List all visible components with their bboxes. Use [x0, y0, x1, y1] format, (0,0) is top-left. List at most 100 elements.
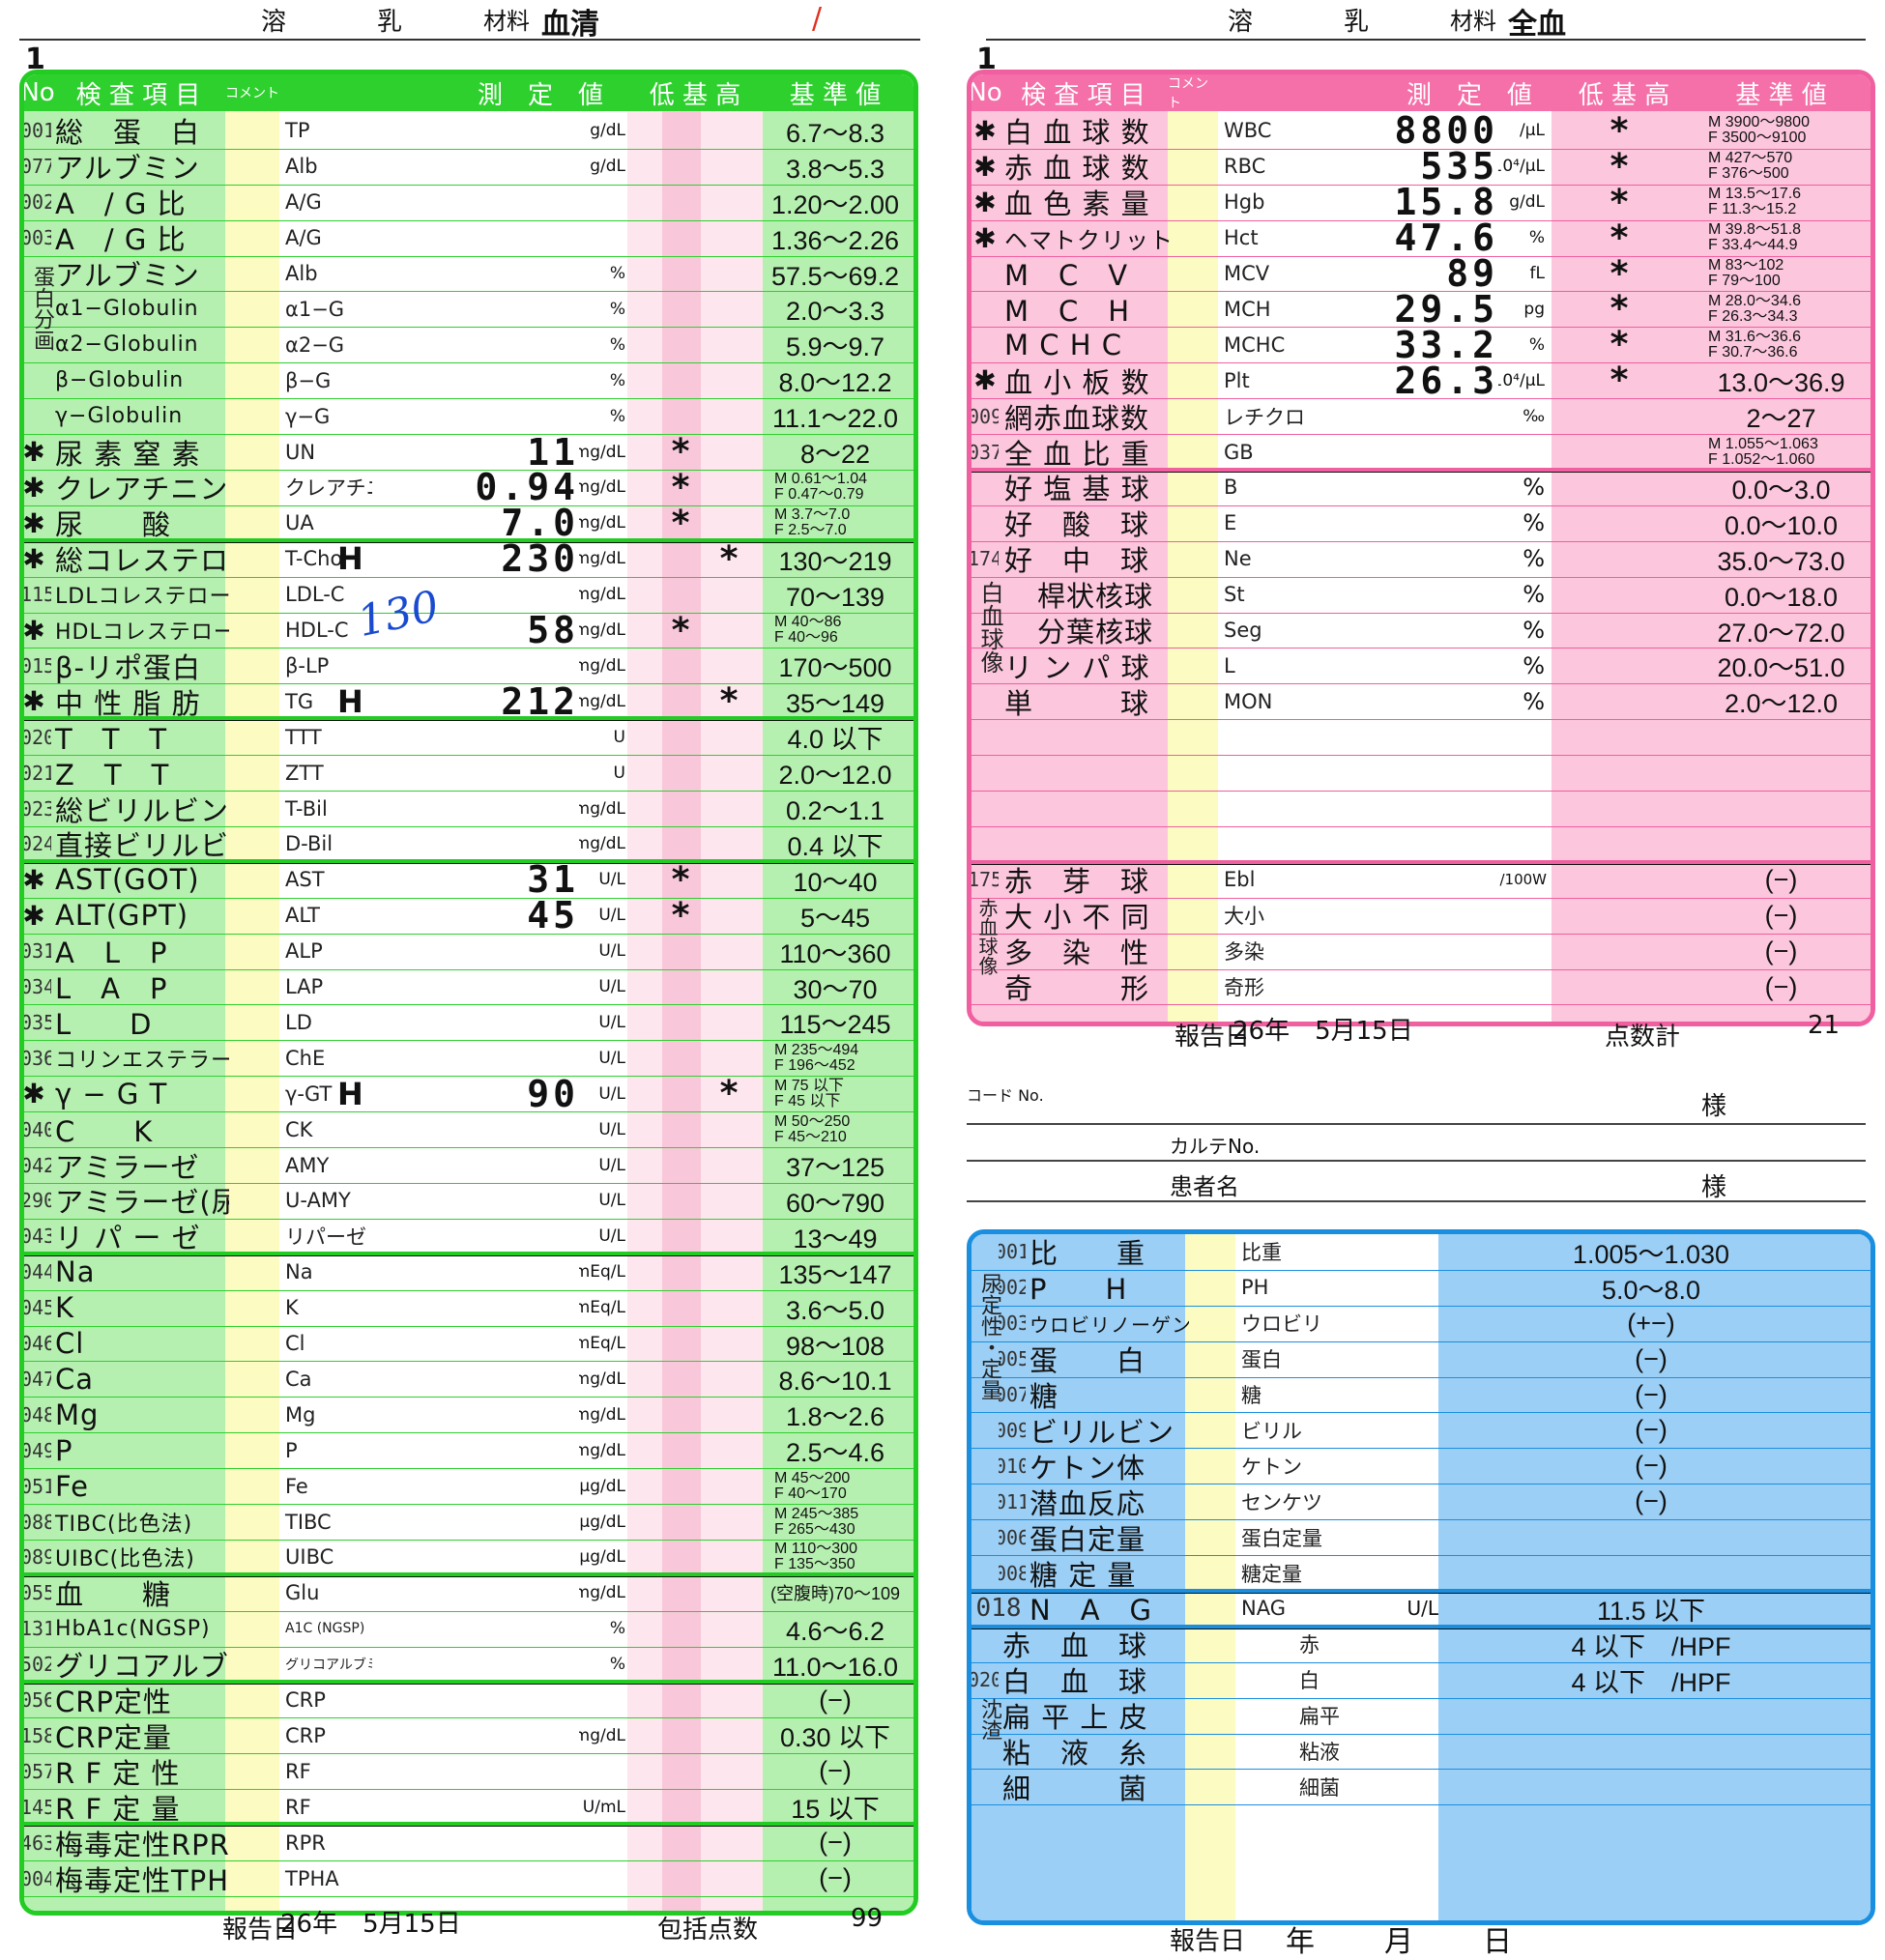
measured-value — [366, 1504, 579, 1540]
item-no: 051 — [24, 1474, 51, 1498]
table-row: 035L D LD U/L 115〜245 — [24, 1005, 914, 1042]
item-code: 蛋白定量 — [1241, 1526, 1322, 1550]
ref-column-bg — [763, 74, 914, 1911]
item-no: 035 — [24, 1010, 51, 1034]
diff-no: 174 — [972, 547, 999, 571]
ref-range: 4.0 以下 — [787, 725, 884, 755]
item-code: TTT — [285, 725, 322, 749]
item-code: レチクロ — [1224, 405, 1305, 429]
ref-range: (空腹時)70〜109 — [769, 1584, 901, 1604]
table-row: 009網赤血球数 レチクロ ‰ 2〜27 — [972, 398, 1870, 436]
ref-range: 27.0〜72.0 — [1717, 618, 1845, 648]
table-row: 502グリコアルブミングリコアルブミン%11.0〜16.0 — [24, 1647, 914, 1684]
ref-range: M 245〜385 F 265〜430 — [763, 1504, 914, 1540]
range-marker — [656, 1468, 705, 1504]
unit: mg/dL — [579, 1725, 625, 1745]
ref-line: M 50〜250 — [774, 1112, 851, 1130]
table-row: 007糖糖(−) — [972, 1377, 1870, 1414]
serum-results-table: No 検 査 項 目 コメント 測 定 値 低 基 高 基 準 値 001総 蛋 白 TP g/… — [19, 70, 918, 1916]
item-no: 023 — [24, 796, 51, 821]
item-name: LDLコレステロール — [55, 585, 229, 610]
item-name: M C H — [1004, 294, 1131, 328]
item-code: Cl — [285, 1332, 305, 1356]
ref-range: 98〜108 — [785, 1331, 885, 1361]
item-code: TG — [285, 689, 314, 713]
range-marker — [656, 1040, 705, 1076]
unit: μg/dL — [579, 1547, 625, 1568]
measured-value: 47.6 — [1394, 219, 1498, 256]
range-marker: * — [719, 1076, 739, 1112]
range-marker — [656, 1326, 705, 1362]
item-no: 003 — [24, 226, 51, 250]
table-row: 023総ビリルビン T-Bil mg/dL 0.2〜1.1 — [24, 791, 914, 827]
item-name: 総コレステロール — [55, 544, 229, 577]
range-marker — [656, 1575, 705, 1611]
item-name: β−Globulin — [55, 368, 185, 393]
item-name: 血 小 板 数 — [1004, 365, 1150, 399]
range-marker — [656, 1540, 705, 1575]
item-no: 077 — [24, 155, 51, 179]
item-no: 048 — [24, 1402, 51, 1427]
table-row: 好 酸 球 E% 0.0〜10.0 — [972, 505, 1870, 542]
measured-value: 58 — [527, 612, 579, 649]
measured-value — [366, 1718, 579, 1754]
item-header: 検 査 項 目 — [1021, 80, 1146, 110]
item-name: A / G 比 — [55, 187, 187, 220]
ref-line: M 45〜200 — [774, 1469, 851, 1486]
item-code: MCH — [1224, 297, 1271, 321]
measured-value: 8800 — [1394, 113, 1498, 149]
points-value: 21 — [1808, 1011, 1841, 1040]
item-name: 全 血 比 重 — [1004, 437, 1150, 470]
measured-value — [366, 1111, 579, 1147]
table-row: 単 球 MON% 2.0〜12.0 — [972, 683, 1870, 721]
lmh-header: 低 基 高 — [649, 80, 741, 110]
table-row: ✱血 小 板 数 Plt 26.3x10⁴/μL * 13.0〜36.9 — [972, 362, 1870, 400]
item-name: γ − G T — [55, 1077, 168, 1110]
table-row: ✱ 中 性 脂 肪 TG H 212mg/dL * 35〜149 — [24, 683, 914, 721]
range-marker — [1590, 398, 1648, 434]
measured-value: 29.5 — [1394, 291, 1498, 328]
material-label: 材料 — [483, 8, 530, 35]
item-code: GB — [1224, 440, 1254, 464]
flag-mark: ✱ — [22, 685, 45, 718]
empty-row — [972, 755, 1870, 793]
ref-range: (−) — [1764, 971, 1798, 1001]
measured-value — [366, 791, 579, 826]
unit: mEq/L — [579, 1262, 625, 1283]
hemolysis-label: 溶 — [1228, 8, 1254, 37]
item-no: 020 — [24, 725, 51, 749]
range-marker — [656, 719, 705, 755]
item-name: 蛋白定量 — [1030, 1522, 1146, 1556]
item-no: 056 — [24, 1688, 51, 1713]
measured-value — [366, 1575, 579, 1611]
item-code: A1C (NGSP) — [285, 1621, 365, 1637]
item-name: AST(GOT) — [55, 863, 200, 897]
item-name: 分葉核球 — [1037, 616, 1154, 649]
group-divider — [24, 1251, 914, 1256]
item-code: 扁平 — [1299, 1705, 1340, 1729]
table-row: ✱ヘマトクリット値 Hct 47.6% * M 39.8〜51.8F 33.4〜44.9 — [972, 220, 1870, 257]
measured-value — [366, 362, 579, 398]
flag-mark: ✱ — [973, 364, 997, 397]
ref-range: 57.5〜69.2 — [770, 261, 900, 291]
range-marker — [656, 826, 705, 862]
unit: U/L — [598, 1191, 625, 1211]
item-name: ウロビリノーゲン — [1030, 1312, 1189, 1337]
table-row: 001比 重 比重 1.005〜1.030 — [972, 1234, 1870, 1271]
item-no: 011 — [999, 1489, 1026, 1513]
item-code: α1−G — [285, 297, 345, 321]
measured-value: 0.94 — [475, 470, 579, 505]
group-divider — [24, 716, 914, 722]
item-name: α1−Globulin — [55, 297, 199, 322]
ref-range: M 1.055〜1.063 F 1.052〜1.060 — [1696, 434, 1870, 470]
measured-value — [366, 113, 579, 149]
measured-value — [366, 719, 579, 755]
ref-range — [1438, 1698, 1864, 1734]
table-row: ✱ γ − G T γ-GT H 90 U/L * M 75 以下 F 45 以下 — [24, 1076, 914, 1113]
sediment-no: 020 — [972, 1668, 999, 1692]
ref-range: 1.8〜2.6 — [785, 1402, 885, 1432]
unit — [1479, 969, 1547, 1005]
